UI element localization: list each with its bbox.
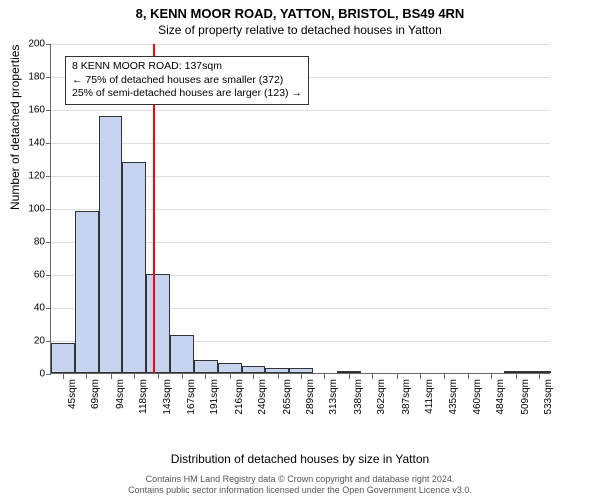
xtick-mark xyxy=(516,374,517,379)
xtick-mark xyxy=(182,374,183,379)
xtick-label: 460sqm xyxy=(472,379,483,415)
histogram-bar xyxy=(265,368,289,373)
histogram-bar xyxy=(528,371,552,373)
xtick-label: 387sqm xyxy=(401,379,412,415)
gridline xyxy=(51,110,550,111)
xtick-label: 216sqm xyxy=(234,379,245,415)
gridline xyxy=(51,44,550,45)
xtick-label: 265sqm xyxy=(282,379,293,415)
histogram-bar xyxy=(170,335,194,373)
xtick-mark xyxy=(468,374,469,379)
ytick-label: 160 xyxy=(28,105,45,116)
ytick-label: 100 xyxy=(28,204,45,215)
ytick-label: 20 xyxy=(34,336,45,347)
histogram-bar xyxy=(218,363,242,373)
xtick-label: 143sqm xyxy=(162,379,173,415)
xtick-mark xyxy=(63,374,64,379)
ytick-label: 60 xyxy=(34,270,45,281)
xtick-label: 338sqm xyxy=(353,379,364,415)
histogram-bar xyxy=(194,360,218,373)
footer-attribution: Contains HM Land Registry data © Crown c… xyxy=(0,474,600,497)
histogram-bar xyxy=(504,371,528,373)
histogram-bar xyxy=(75,211,99,373)
chart-title-desc: Size of property relative to detached ho… xyxy=(0,21,600,41)
xtick-label: 167sqm xyxy=(186,379,197,415)
ytick-mark xyxy=(46,77,51,78)
xtick-label: 289sqm xyxy=(305,379,316,415)
ytick-mark xyxy=(46,275,51,276)
xtick-mark xyxy=(205,374,206,379)
y-axis-label: Number of detached properties xyxy=(8,45,22,210)
xtick-mark xyxy=(134,374,135,379)
ytick-mark xyxy=(46,341,51,342)
histogram-bar xyxy=(289,368,313,373)
annotation-line1: 8 KENN MOOR ROAD: 137sqm xyxy=(72,60,302,74)
xtick-label: 94sqm xyxy=(115,379,126,409)
ytick-label: 180 xyxy=(28,72,45,83)
chart-title-address: 8, KENN MOOR ROAD, YATTON, BRISTOL, BS49… xyxy=(0,0,600,21)
ytick-mark xyxy=(46,176,51,177)
footer-line2: Contains public sector information licen… xyxy=(0,485,600,496)
ytick-label: 0 xyxy=(39,369,45,380)
footer-line1: Contains HM Land Registry data © Crown c… xyxy=(0,474,600,485)
xtick-label: 118sqm xyxy=(138,379,149,414)
xtick-mark xyxy=(539,374,540,379)
chart-area: 02040608010012014016018020045sqm69sqm94s… xyxy=(50,44,580,416)
xtick-label: 509sqm xyxy=(520,379,531,415)
histogram-bar xyxy=(146,274,170,373)
xtick-mark xyxy=(278,374,279,379)
ytick-mark xyxy=(46,209,51,210)
xtick-label: 362sqm xyxy=(376,379,387,415)
xtick-label: 411sqm xyxy=(424,379,435,414)
histogram-bar xyxy=(122,162,146,373)
gridline xyxy=(51,143,550,144)
xtick-label: 191sqm xyxy=(209,379,220,415)
xtick-mark xyxy=(420,374,421,379)
ytick-label: 40 xyxy=(34,303,45,314)
xtick-mark xyxy=(301,374,302,379)
xtick-mark xyxy=(324,374,325,379)
ytick-mark xyxy=(46,110,51,111)
ytick-label: 140 xyxy=(28,138,45,149)
xtick-mark xyxy=(372,374,373,379)
xtick-mark xyxy=(158,374,159,379)
xtick-label: 533sqm xyxy=(543,379,554,415)
ytick-mark xyxy=(46,242,51,243)
xtick-label: 45sqm xyxy=(67,379,78,409)
ytick-mark xyxy=(46,308,51,309)
xtick-label: 240sqm xyxy=(257,379,268,415)
xtick-mark xyxy=(86,374,87,379)
xtick-mark xyxy=(397,374,398,379)
histogram-bar xyxy=(242,366,266,373)
ytick-mark xyxy=(46,374,51,375)
xtick-label: 435sqm xyxy=(448,379,459,415)
xtick-label: 313sqm xyxy=(328,379,339,415)
ytick-mark xyxy=(46,44,51,45)
plot-area: 02040608010012014016018020045sqm69sqm94s… xyxy=(50,44,550,374)
xtick-mark xyxy=(253,374,254,379)
x-axis-label: Distribution of detached houses by size … xyxy=(0,452,600,466)
ytick-mark xyxy=(46,143,51,144)
histogram-bar xyxy=(51,343,75,373)
xtick-mark xyxy=(491,374,492,379)
xtick-label: 69sqm xyxy=(90,379,101,409)
xtick-mark xyxy=(444,374,445,379)
xtick-mark xyxy=(230,374,231,379)
xtick-mark xyxy=(111,374,112,379)
histogram-bar xyxy=(99,116,123,373)
annotation-line3: 25% of semi-detached houses are larger (… xyxy=(72,87,302,101)
annotation-box: 8 KENN MOOR ROAD: 137sqm ← 75% of detach… xyxy=(65,56,309,105)
ytick-label: 120 xyxy=(28,171,45,182)
xtick-mark xyxy=(349,374,350,379)
ytick-label: 200 xyxy=(28,39,45,50)
ytick-label: 80 xyxy=(34,237,45,248)
histogram-bar xyxy=(337,371,361,373)
annotation-line2: ← 75% of detached houses are smaller (37… xyxy=(72,74,302,88)
xtick-label: 484sqm xyxy=(495,379,506,415)
